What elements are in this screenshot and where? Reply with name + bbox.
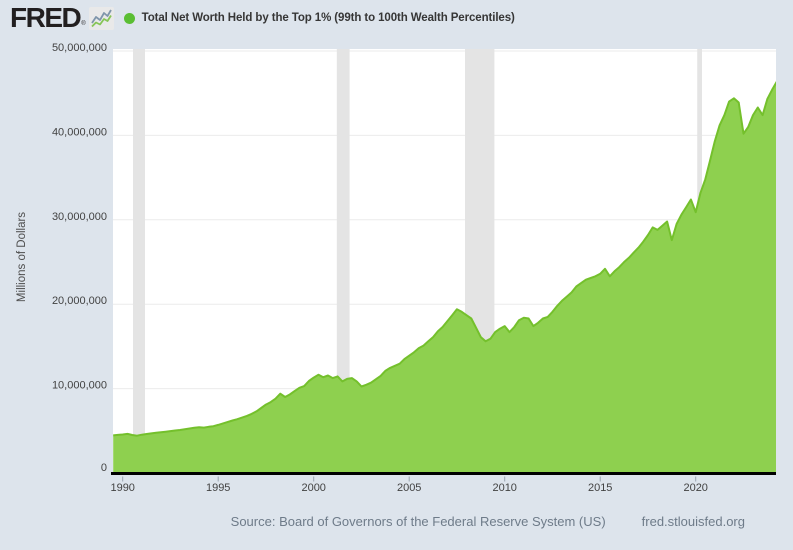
y-axis-tick-label: 10,000,000 [52, 380, 107, 392]
series-legend-dot-icon [123, 12, 135, 24]
y-axis-tick-label: 20,000,000 [52, 295, 107, 307]
y-axis-tick-label: 0 [101, 462, 107, 474]
fred-site-link[interactable]: fred.stlouisfed.org [641, 514, 745, 529]
y-axis-tick-label: 30,000,000 [52, 211, 107, 223]
chart-footer: Source: Board of Governors of the Federa… [113, 514, 745, 530]
chart-header: FRED ® Total Net Worth Held by the Top 1… [10, 2, 515, 33]
x-axis-tick-label: 1995 [206, 482, 230, 494]
x-axis-tick-label: 2000 [301, 482, 325, 494]
y-axis-title: Millions of Dollars [16, 211, 28, 303]
series-line [113, 80, 776, 437]
x-axis-tick-label: 2005 [397, 482, 421, 494]
recession-band [336, 49, 350, 473]
fred-logo-registered-mark: ® [81, 21, 86, 27]
chart-title: Total Net Worth Held by the Top 1% (99th… [141, 12, 515, 24]
fred-logo-chart-icon [88, 7, 114, 30]
recession-band [133, 49, 145, 473]
fred-logo-text: FRED [10, 2, 82, 33]
x-axis-tick-label: 2020 [683, 482, 707, 494]
x-axis-tick-label: 1990 [110, 482, 134, 494]
y-axis-tick-label: 50,000,000 [52, 42, 107, 54]
y-axis-tick-label: 40,000,000 [52, 126, 107, 138]
source-text: Source: Board of Governors of the Federa… [230, 514, 606, 529]
x-axis-tick-label: 2015 [588, 482, 612, 494]
x-axis-tick-label: 2010 [492, 482, 516, 494]
area-fill [113, 82, 776, 473]
fred-logo[interactable]: FRED ® [10, 2, 114, 33]
area-series [113, 80, 776, 473]
